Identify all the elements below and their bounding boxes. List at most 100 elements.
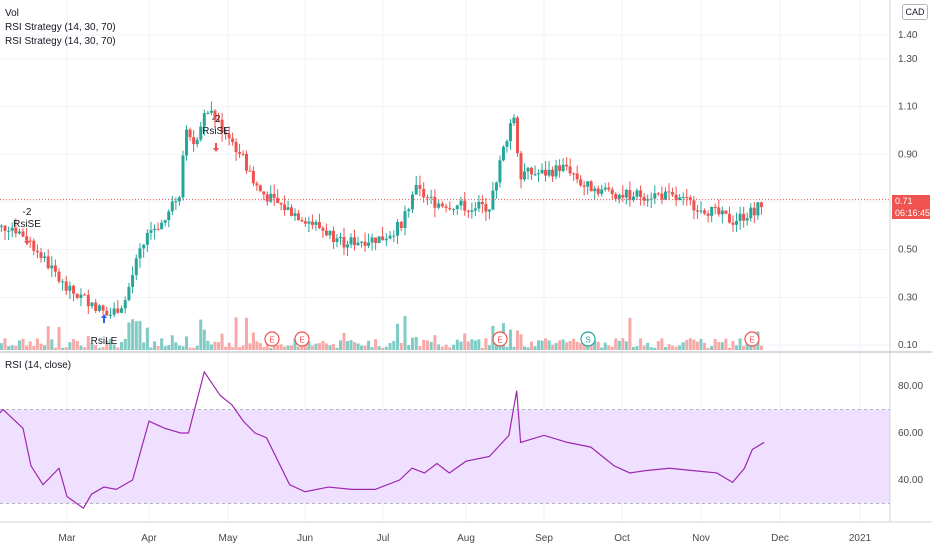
candle-body — [195, 139, 199, 145]
candle-body — [335, 238, 339, 243]
candle-body — [429, 196, 433, 198]
volume-bar — [470, 339, 474, 350]
candle-body — [377, 236, 381, 244]
candle-body — [466, 210, 470, 212]
candle-body — [455, 205, 459, 210]
volume-bar — [396, 323, 400, 350]
candle-body — [21, 231, 25, 237]
volume-bar — [624, 341, 628, 350]
volume-bar — [83, 347, 87, 350]
volume-bar — [185, 336, 189, 350]
candle-body — [167, 211, 171, 221]
candle-body — [90, 302, 94, 307]
price-tick-label: 0.10 — [898, 340, 918, 351]
candle-body — [251, 170, 255, 184]
volume-legend[interactable]: Vol — [5, 8, 19, 19]
candle-body — [621, 194, 625, 198]
volume-bar — [290, 345, 294, 350]
volume-bar — [710, 345, 714, 350]
candle-body — [32, 240, 36, 251]
volume-bar — [217, 342, 221, 350]
volume-bar — [487, 345, 491, 350]
candle-body — [674, 194, 678, 201]
candle-body — [310, 221, 314, 225]
candle-body — [463, 200, 467, 211]
volume-bar — [160, 338, 164, 350]
candle-body — [473, 208, 477, 211]
strategy-legend-2[interactable]: RSI Strategy (14, 30, 70) — [5, 36, 116, 47]
candle-body — [656, 193, 660, 195]
volume-bar — [713, 338, 717, 350]
time-tick-label: Oct — [614, 533, 630, 544]
volume-bar — [258, 343, 262, 350]
candle-body — [145, 232, 149, 245]
volume-bar — [554, 342, 558, 350]
candle-body — [688, 197, 692, 201]
candle-body — [399, 221, 403, 229]
candle-body — [614, 193, 618, 199]
volume-bar — [374, 339, 378, 350]
rsi-band-fill — [0, 409, 890, 504]
candle-body — [671, 192, 675, 195]
candle-body — [418, 185, 422, 189]
volume-bar — [43, 345, 47, 350]
rsi-legend[interactable]: RSI (14, close) — [5, 360, 72, 371]
candle-body — [338, 236, 342, 239]
volume-bar — [452, 344, 456, 350]
volume-bar — [241, 345, 245, 350]
candle-body — [653, 193, 657, 199]
signal-label: RsiLE — [91, 336, 118, 347]
volume-bar — [685, 339, 689, 350]
event-marker-label: E — [299, 336, 304, 345]
currency-button[interactable]: CAD — [902, 4, 928, 20]
candle-body — [112, 308, 116, 315]
candle-body — [484, 204, 488, 212]
volume-bar — [224, 346, 228, 350]
candle-body — [300, 220, 304, 222]
volume-bar — [335, 347, 339, 350]
price-tick-label: 1.40 — [898, 30, 918, 41]
candle-body — [303, 221, 307, 224]
candle-body — [498, 160, 502, 183]
candle-body — [244, 153, 248, 171]
candle-body — [582, 185, 586, 187]
volume-bar — [255, 341, 259, 350]
volume-bar — [248, 343, 252, 350]
candle-body — [224, 132, 228, 135]
candle-body — [255, 183, 259, 186]
candle-body — [533, 174, 537, 176]
volume-bar — [188, 347, 192, 350]
candle-body — [290, 207, 294, 216]
volume-bar — [551, 344, 555, 350]
strategy-legend-1[interactable]: RSI Strategy (14, 30, 70) — [5, 22, 116, 33]
candle-body — [35, 250, 39, 253]
volume-bar — [170, 335, 174, 350]
candle-body — [642, 196, 646, 201]
volume-bar — [537, 340, 541, 350]
volume-bar — [703, 342, 707, 350]
candle-body — [422, 188, 426, 198]
volume-bar — [367, 340, 371, 350]
candle-body — [265, 194, 269, 202]
volume-bar — [603, 342, 607, 350]
volume-bar — [717, 342, 721, 350]
candle-body — [97, 305, 101, 311]
candle-body — [213, 110, 217, 120]
candle-body — [617, 194, 621, 199]
volume-bar — [227, 342, 231, 350]
volume-bar — [167, 344, 171, 350]
candle-body — [437, 203, 441, 208]
signal-arrow-down-icon — [213, 143, 219, 152]
volume-bar — [631, 346, 635, 350]
volume-bar — [617, 340, 621, 350]
candle-body — [185, 129, 189, 156]
candle-body — [551, 169, 555, 177]
volume-bar — [112, 344, 116, 350]
price-tick-label: 0.50 — [898, 245, 918, 256]
volume-bar — [621, 338, 625, 350]
volume-bar — [407, 345, 411, 350]
candle-body — [363, 241, 367, 246]
volume-bar — [134, 321, 138, 350]
candle-body — [448, 207, 452, 210]
